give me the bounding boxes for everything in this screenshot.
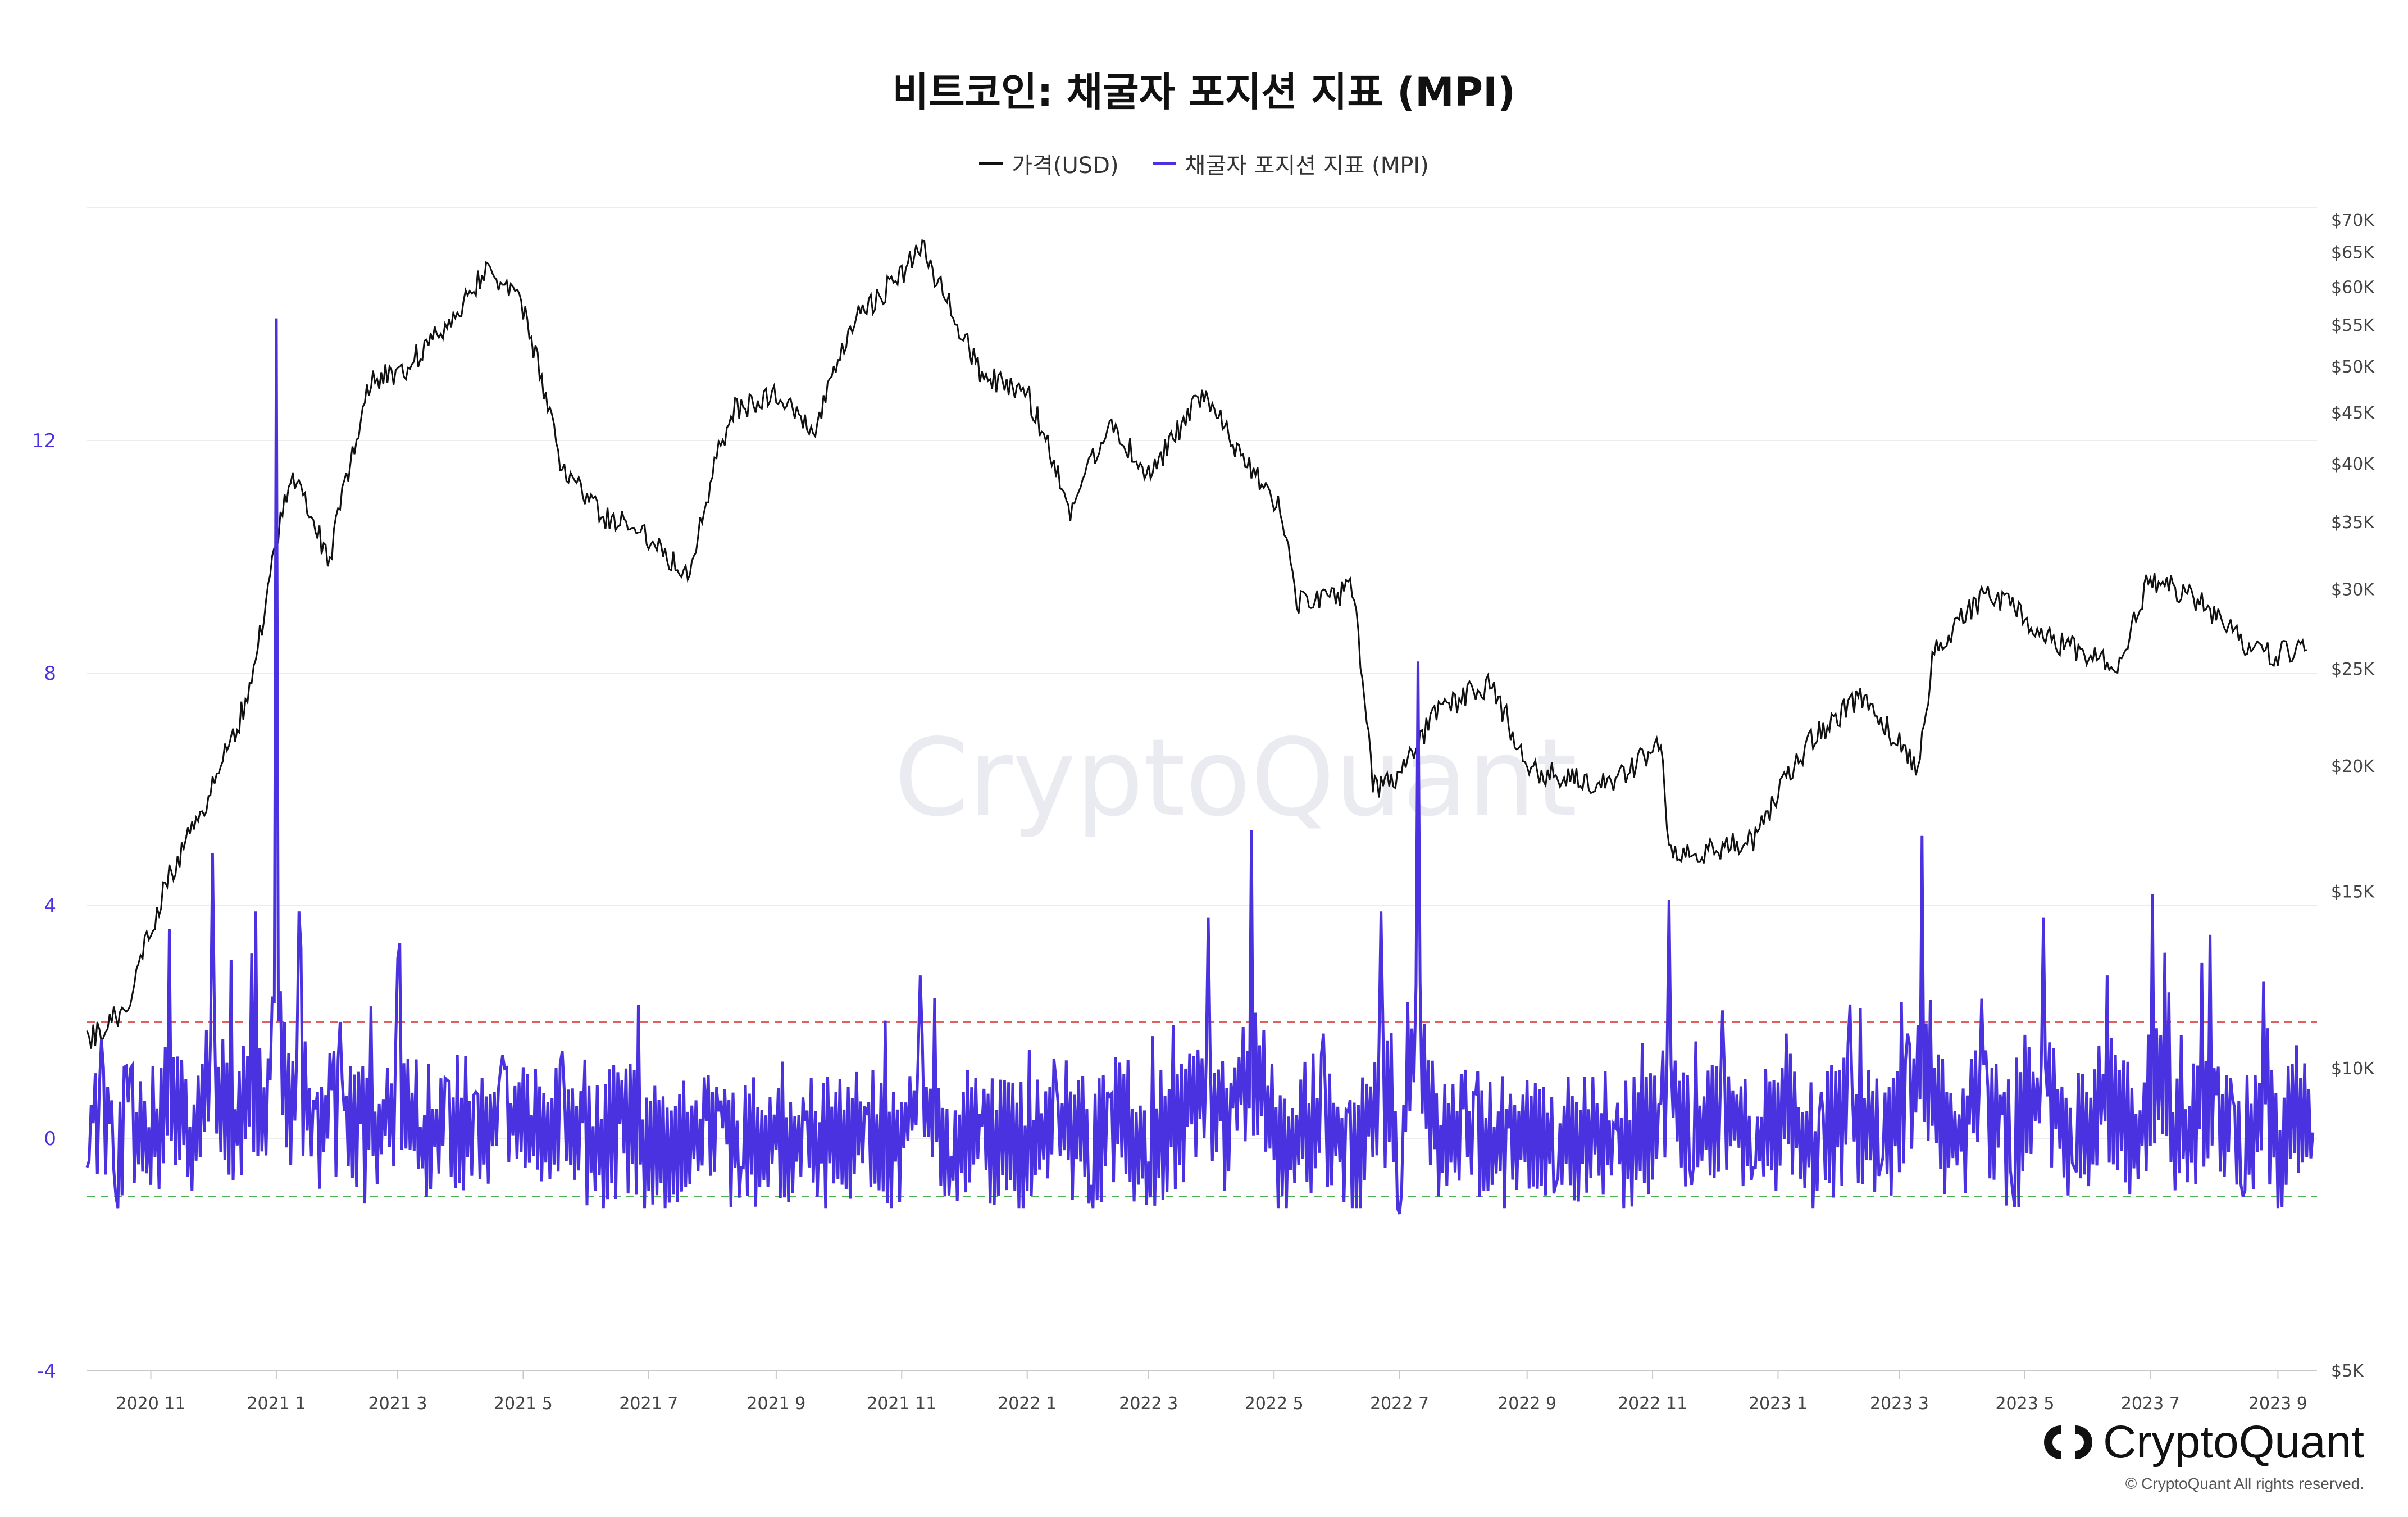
y-right-tick-label: $10K <box>2331 1059 2375 1079</box>
x-tick-label: 2023 3 <box>1870 1394 1929 1414</box>
x-tick-label: 2021 1 <box>247 1394 306 1414</box>
x-tick-label: 2021 3 <box>368 1394 427 1414</box>
x-axis: 2020 11 2021 1 2021 3 2021 5 2021 7 2021 9 202… <box>116 1371 2307 1414</box>
legend-item-mpi[interactable]: 채굴자 포지션 지표 (MPI) <box>1152 147 1429 180</box>
x-tick-label: 2023 5 <box>1995 1394 2054 1414</box>
legend-swatch-mpi <box>1152 162 1176 165</box>
y-axis-left: -4 0 4 8 12 <box>32 430 56 1383</box>
legend: 가격(USD) 채굴자 포지션 지표 (MPI) <box>0 147 2408 180</box>
y-right-tick-label: $20K <box>2331 757 2375 776</box>
cryptoquant-logo-icon <box>2044 1425 2093 1459</box>
y-right-tick-label: $55K <box>2331 316 2375 335</box>
brand-logo: CryptoQuant <box>2041 1416 2364 1469</box>
y-right-tick-label: $15K <box>2331 882 2375 902</box>
y-left-tick-label: -4 <box>37 1360 56 1383</box>
x-tick-label: 2021 9 <box>746 1394 805 1414</box>
y-right-tick-label: $30K <box>2331 580 2375 599</box>
series-line-mpi <box>85 318 2315 1215</box>
x-tick-label: 2023 1 <box>1749 1394 1808 1414</box>
y-right-tick-label: $50K <box>2331 357 2375 377</box>
y-right-tick-label: $70K <box>2331 211 2375 230</box>
y-right-tick-label: $35K <box>2331 513 2375 533</box>
x-tick-label: 2022 3 <box>1119 1394 1178 1414</box>
x-tick-label: 2022 9 <box>1497 1394 1556 1414</box>
chart-title: 비트코인: 채굴자 포지션 지표 (MPI) <box>892 69 1516 115</box>
y-right-tick-label: $25K <box>2331 660 2375 679</box>
y-right-tick-label: $5K <box>2331 1361 2364 1381</box>
y-right-tick-label: $60K <box>2331 278 2375 297</box>
x-tick-label: 2022 5 <box>1245 1394 1304 1414</box>
y-left-tick-label: 12 <box>32 430 56 452</box>
watermark-text: CryptoQuant <box>894 716 1577 840</box>
grid-lines <box>87 207 2317 1371</box>
y-right-tick-label: $40K <box>2331 455 2375 474</box>
x-tick-label: 2020 11 <box>116 1394 186 1414</box>
legend-swatch-price <box>979 162 1003 165</box>
x-tick-label: 2021 11 <box>867 1394 936 1414</box>
y-right-tick-label: $65K <box>2331 243 2375 262</box>
series-line-price <box>86 239 2307 1049</box>
copyright-text: © CryptoQuant All rights reserved. <box>2125 1475 2364 1492</box>
legend-label-price: 가격(USD) <box>1012 153 1119 179</box>
x-tick-label: 2023 7 <box>2121 1394 2180 1414</box>
x-tick-label: 2023 9 <box>2248 1394 2307 1414</box>
y-left-tick-label: 4 <box>44 895 56 918</box>
legend-label-mpi: 채굴자 포지션 지표 (MPI) <box>1185 153 1429 179</box>
y-left-tick-label: 0 <box>44 1128 56 1150</box>
legend-item-price[interactable]: 가격(USD) <box>979 147 1119 180</box>
x-tick-label: 2022 11 <box>1618 1394 1687 1414</box>
y-right-tick-label: $45K <box>2331 403 2375 423</box>
x-tick-label: 2021 5 <box>494 1394 553 1414</box>
y-axis-right: $5K $10K $15K $20K $25K $30K $35K $40K $45K $50K $… <box>2331 211 2375 1381</box>
brand-name: CryptoQuant <box>2103 1416 2364 1468</box>
x-tick-label: 2022 7 <box>1370 1394 1429 1414</box>
x-tick-label: 2021 7 <box>619 1394 678 1414</box>
y-left-tick-label: 8 <box>44 662 56 685</box>
reference-lines <box>87 1021 2317 1197</box>
x-tick-label: 2022 1 <box>998 1394 1057 1414</box>
